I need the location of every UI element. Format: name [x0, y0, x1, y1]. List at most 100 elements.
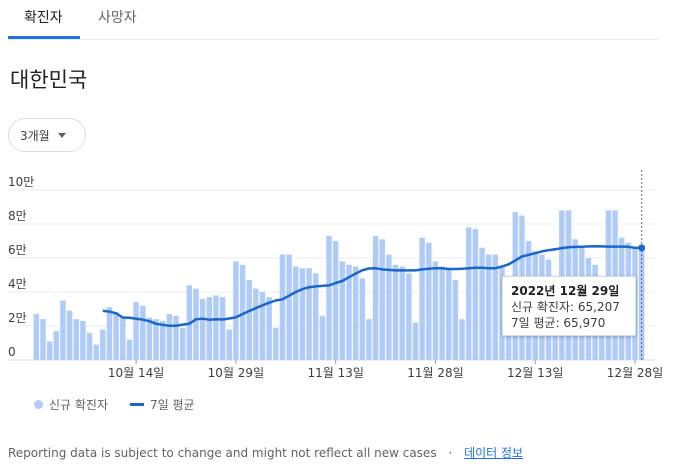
- chart-tooltip: 2022년 12월 29일 신규 확진자: 65,207 7일 평균: 65,9…: [502, 276, 636, 336]
- case-bar: [499, 266, 505, 360]
- case-bar: [479, 247, 485, 360]
- case-bar: [219, 297, 226, 360]
- x-tick-label: 11월 28일: [407, 366, 463, 380]
- highlight-point: [638, 244, 646, 252]
- case-bar: [372, 235, 379, 360]
- y-tick-label: 6만: [8, 243, 27, 257]
- case-bar: [146, 317, 153, 360]
- case-bar: [286, 254, 292, 360]
- case-bar: [472, 229, 479, 360]
- case-bar: [299, 268, 306, 360]
- legend-new-cases: 신규 확진자: [49, 398, 109, 412]
- case-bar: [246, 280, 252, 360]
- case-bar: [412, 322, 419, 360]
- case-bar: [33, 314, 40, 360]
- case-bar: [326, 235, 332, 360]
- case-bar: [226, 329, 232, 360]
- case-bar: [319, 315, 326, 360]
- footer-notice: Reporting data is subject to change and …: [8, 446, 437, 460]
- active-tab-indicator: [8, 36, 80, 39]
- case-bar: [53, 331, 60, 360]
- case-bar: [259, 292, 266, 360]
- y-tick-label: 10만: [8, 175, 34, 189]
- x-tick-label: 12월 28일: [607, 366, 663, 380]
- case-bar: [332, 241, 339, 360]
- case-bar: [73, 319, 79, 360]
- y-tick-label: 2만: [8, 311, 27, 325]
- tab-deaths[interactable]: 사망자: [98, 10, 137, 26]
- case-bar: [133, 302, 139, 360]
- case-bar: [80, 320, 86, 360]
- case-bar: [293, 266, 299, 360]
- case-bar: [379, 239, 385, 360]
- case-bar: [366, 319, 372, 360]
- region-title: 대한민국: [10, 68, 88, 92]
- case-bar: [279, 254, 286, 360]
- case-bar: [140, 305, 146, 360]
- case-bar: [492, 254, 499, 360]
- y-tick-label: 0: [8, 345, 16, 359]
- case-bar: [46, 341, 53, 360]
- case-bar: [399, 266, 405, 360]
- tab-bar: 확진자 사망자: [8, 0, 658, 40]
- case-bar: [86, 332, 93, 360]
- case-bar: [459, 319, 465, 360]
- case-bar: [153, 319, 159, 360]
- case-bar: [426, 242, 432, 360]
- y-tick-label: 8만: [8, 209, 27, 223]
- case-bar: [346, 264, 352, 360]
- tooltip-date: 2022년 12월 29일: [511, 284, 620, 298]
- case-bar: [485, 254, 492, 360]
- case-bar: [446, 269, 452, 360]
- case-bar: [253, 288, 259, 360]
- case-bar: [339, 261, 346, 360]
- y-tick-label: 4만: [8, 277, 27, 291]
- case-bar: [439, 266, 445, 360]
- period-selector-button[interactable]: 3개월: [8, 118, 86, 152]
- x-tick-label: 12월 13일: [507, 366, 563, 380]
- case-bar: [106, 307, 113, 360]
- case-bar: [40, 319, 46, 360]
- footer: Reporting data is subject to change and …: [8, 444, 523, 461]
- case-bar: [599, 314, 605, 360]
- case-bar: [60, 300, 66, 360]
- chart-legend: 신규 확진자 7일 평균: [34, 396, 195, 413]
- case-bar: [199, 298, 206, 360]
- data-info-link[interactable]: 데이터 정보: [464, 446, 524, 460]
- footer-separator: ·: [448, 446, 453, 460]
- case-bar: [419, 237, 425, 360]
- case-bar: [233, 261, 239, 360]
- case-bar: [638, 249, 645, 360]
- case-bar: [113, 312, 119, 360]
- case-bar: [173, 315, 179, 360]
- tooltip-new-cases: 신규 확진자: 65,207: [511, 300, 620, 314]
- legend-bar-swatch: [34, 400, 43, 409]
- case-bar: [432, 261, 439, 360]
- case-bar: [206, 297, 213, 360]
- case-bar: [166, 314, 173, 360]
- case-bar: [159, 320, 166, 360]
- tab-confirmed-cases[interactable]: 확진자: [24, 10, 63, 26]
- case-bar: [120, 317, 126, 360]
- case-bar: [406, 273, 412, 360]
- case-bar: [352, 266, 359, 360]
- case-bar: [126, 339, 133, 360]
- case-bar: [66, 310, 73, 360]
- case-bar: [266, 297, 272, 360]
- seven-day-average-line: [102, 245, 642, 328]
- case-bar: [312, 273, 319, 360]
- x-tick-label: 10월 14일: [108, 366, 164, 380]
- case-bar: [452, 280, 459, 360]
- period-selector-label: 3개월: [20, 128, 50, 143]
- case-bar: [213, 295, 219, 360]
- case-bar: [306, 268, 312, 360]
- case-bar: [386, 254, 392, 360]
- case-bar: [93, 344, 99, 360]
- case-bar: [465, 227, 472, 360]
- caret-down-icon: [57, 132, 66, 138]
- case-bar: [193, 288, 199, 360]
- case-bar: [100, 329, 106, 360]
- legend-seven-day-average: 7일 평균: [150, 398, 195, 412]
- legend-line-swatch: [130, 403, 145, 406]
- case-bar: [273, 327, 279, 360]
